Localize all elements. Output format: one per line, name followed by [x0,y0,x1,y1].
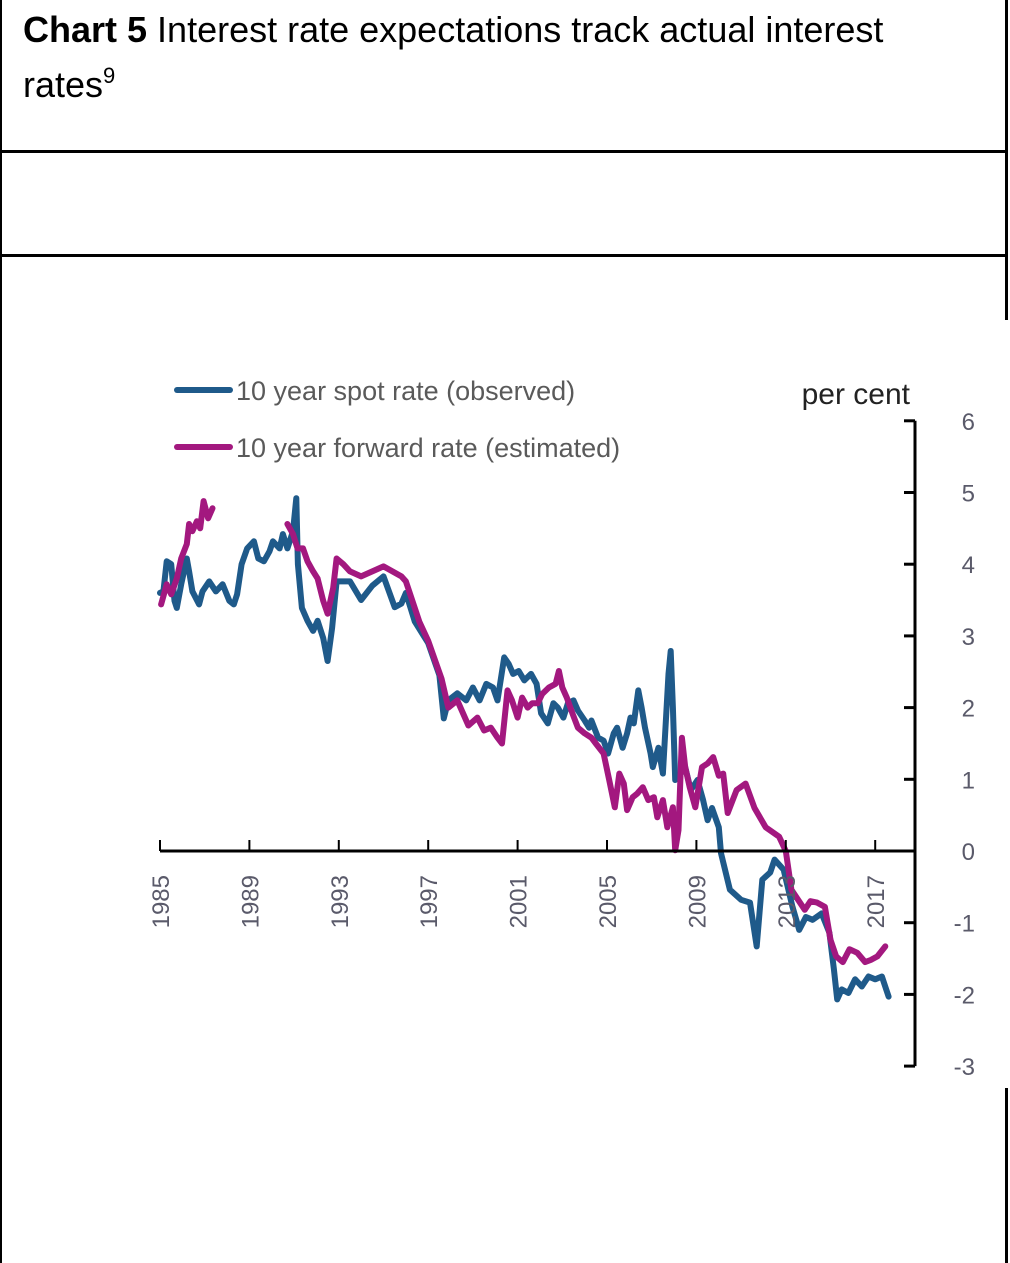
legend: 10 year spot rate (observed) 10 year forw… [174,376,620,463]
x-tick-label: 1989 [237,875,264,928]
y-tick-label: 4 [962,552,975,579]
x-tick-label: 2009 [684,875,711,928]
x-tick-label: 2001 [506,875,533,928]
forward-rate-line [284,521,889,966]
divider-rule [0,150,1008,153]
legend-label-spot-rate: 10 year spot rate (observed) [236,376,575,406]
forward-rate-line [158,498,216,608]
y-tick-label: 6 [962,409,975,436]
x-tick-label: 1985 [148,875,175,928]
footnote-marker: 9 [103,63,116,88]
chart-number: Chart 5 [23,9,148,50]
chart-title: Chart 5 Interest rate expectations track… [23,2,983,112]
y-tick-label: 1 [962,767,975,794]
x-tick-label: 1997 [416,875,443,928]
x-tick-label: 2005 [595,875,622,928]
divider-rule [0,254,1008,257]
x-tick-label: 2017 [863,875,890,928]
y-tick-label: 2 [962,696,975,723]
legend-label-forward-rate: 10 year forward rate (estimated) [236,433,620,463]
x-tick-label: 2013 [774,875,801,928]
frame-left-border [0,0,2,1263]
y-tick-label: 0 [962,839,975,866]
chart-title-text: Interest rate expectations track actual … [23,9,884,105]
y-tick-label: -3 [954,1054,975,1081]
y-axis-unit-label: per cent [802,378,911,411]
frame-right-border-top [1005,0,1008,320]
y-tick-label: -2 [954,982,975,1009]
axes-layer: 1985 1989 1993 1997 2001 2005 2009 2013 2017 6 5 4 3… [148,409,975,1081]
y-tick-label: -1 [954,911,975,938]
y-tick-label: 3 [962,624,975,651]
x-tick-label: 1993 [327,875,354,928]
spot-rate-line [157,495,892,1003]
frame-right-border-bottom [1005,1088,1008,1263]
y-tick-label: 5 [962,481,975,508]
series-layer [157,495,892,1003]
